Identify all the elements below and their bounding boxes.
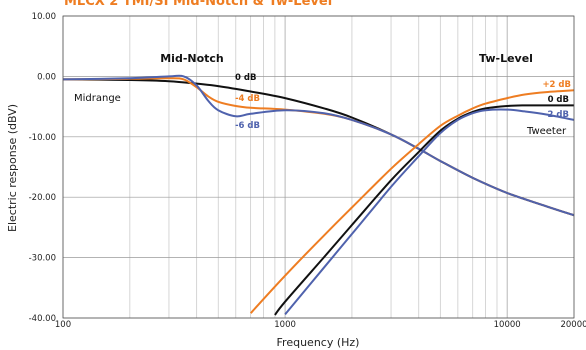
y-tick-label: -20.00 (29, 193, 56, 203)
series-lines (63, 74, 574, 316)
series-line-orange (249, 89, 574, 314)
plot-frame (62, 15, 575, 319)
x-tick-label: 20000 (560, 320, 586, 330)
series-line-blue (63, 74, 574, 217)
tweeter-label: Tweeter (526, 126, 567, 137)
y-tick-label: 10.00 (32, 12, 56, 22)
tw-minus2db-label: -2 dB (544, 110, 569, 120)
series-line-blue (284, 108, 574, 316)
axis-ticks: 100 1000 10000 20000 10.00 0.00 -10.00 -20.00 -3… (29, 12, 586, 330)
y-axis-label: Electric response (dBV) (6, 104, 19, 232)
y-tick-label: 0.00 (37, 72, 56, 82)
tw-0db-label: 0 dB (548, 95, 569, 105)
x-tick-label: 1000 (274, 320, 296, 330)
y-tick-label: -30.00 (29, 254, 56, 264)
mid-minus6db-label: -6 dB (235, 121, 260, 131)
x-tick-label: 10000 (494, 320, 521, 330)
tw-level-label: Tw-Level (479, 52, 533, 65)
x-tick-label: 100 (55, 320, 71, 330)
series-line-black (274, 104, 574, 316)
grid (62, 15, 575, 319)
y-tick-label: -10.00 (29, 133, 56, 143)
mid-notch-label: Mid-Notch (160, 52, 224, 65)
mid-minus4db-label: -4 dB (235, 94, 260, 104)
mid-0db-label: 0 dB (235, 73, 256, 83)
series-line-orange (63, 77, 574, 217)
tw-plus2db-label: +2 dB (542, 80, 571, 90)
y-tick-label: -40.00 (29, 314, 56, 324)
chart-title: MLCX 2 TMI/SI Mid-Notch & Tw-Level (64, 0, 333, 9)
midrange-label: Midrange (74, 93, 121, 104)
x-axis-label: Frequency (Hz) (277, 336, 360, 349)
